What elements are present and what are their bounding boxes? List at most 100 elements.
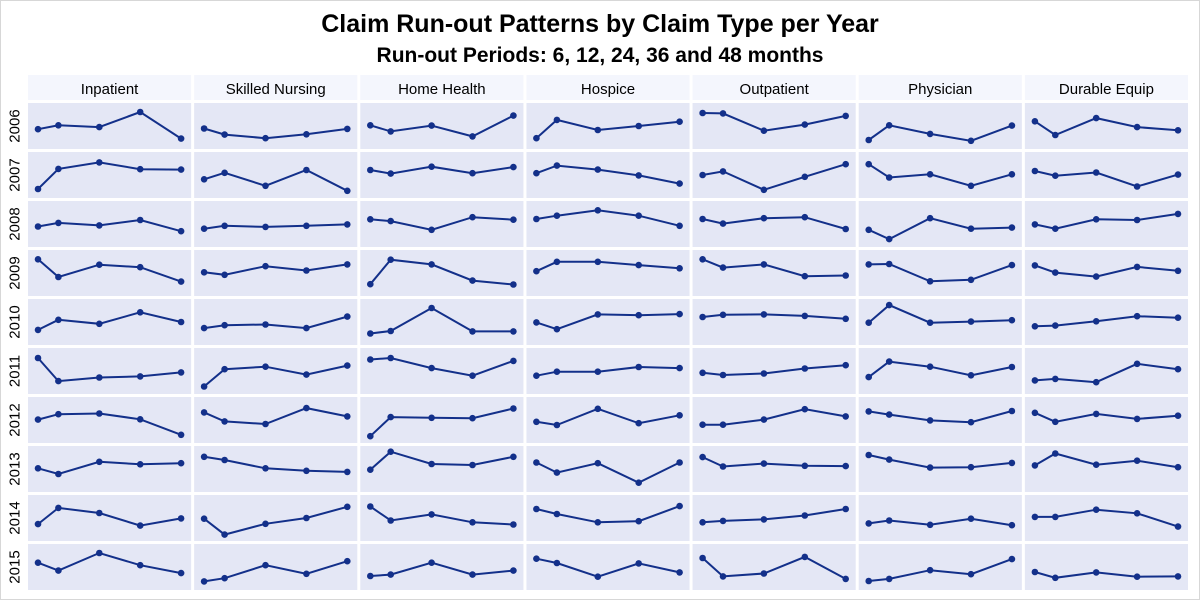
data-point — [428, 414, 435, 422]
data-point — [699, 554, 706, 562]
data-point — [719, 517, 727, 525]
data-point — [699, 255, 706, 263]
data-point — [344, 413, 351, 420]
data-point — [221, 271, 228, 279]
panel-background — [692, 299, 856, 345]
data-point — [699, 313, 706, 321]
data-point — [367, 466, 374, 474]
data-point — [34, 416, 42, 423]
data-point — [387, 354, 395, 362]
data-point — [177, 166, 185, 173]
data-point — [967, 463, 975, 471]
data-point — [801, 272, 809, 280]
data-point — [344, 557, 351, 565]
data-point — [1133, 216, 1141, 224]
data-point — [1133, 415, 1141, 423]
data-point — [635, 172, 642, 179]
data-point — [553, 325, 561, 333]
data-point — [533, 319, 540, 326]
data-point — [801, 173, 809, 181]
data-point — [262, 223, 269, 231]
data-point — [676, 364, 683, 372]
panel-background — [692, 250, 856, 296]
data-point — [221, 531, 228, 538]
data-point — [967, 225, 975, 232]
row-label-2010: 2010 — [7, 305, 24, 338]
data-point — [865, 520, 872, 527]
data-point — [262, 465, 269, 472]
data-point — [801, 213, 809, 221]
data-point — [719, 421, 727, 429]
panel-background — [360, 495, 524, 541]
data-point — [221, 321, 228, 329]
data-point — [1008, 363, 1016, 371]
data-point — [200, 515, 208, 522]
data-point — [926, 417, 934, 424]
data-point — [676, 265, 683, 272]
data-point — [1092, 318, 1100, 325]
data-point — [533, 555, 540, 562]
data-point — [865, 160, 872, 168]
data-point — [428, 559, 435, 566]
panel-background — [858, 495, 1022, 541]
data-point — [510, 453, 517, 461]
panel-background — [692, 103, 856, 149]
panel-background — [1024, 446, 1188, 492]
data-point — [594, 459, 602, 467]
data-point — [469, 328, 476, 335]
panel-background — [526, 397, 690, 443]
data-point — [1133, 263, 1141, 271]
row-label-2008: 2008 — [7, 207, 24, 240]
data-point — [303, 514, 310, 522]
data-point — [967, 570, 975, 578]
data-point — [96, 509, 103, 517]
data-point — [635, 363, 642, 371]
data-point — [34, 125, 42, 133]
data-point — [55, 122, 62, 129]
data-point — [842, 160, 849, 168]
data-point — [553, 258, 561, 266]
data-point — [34, 326, 42, 334]
data-point — [428, 226, 435, 234]
data-point — [367, 330, 374, 337]
panel-background — [858, 544, 1022, 590]
data-point — [635, 261, 642, 269]
data-point — [801, 121, 809, 128]
data-point — [262, 363, 269, 371]
data-point — [136, 416, 144, 423]
data-point — [760, 214, 768, 222]
data-point — [1052, 172, 1059, 179]
data-point — [760, 516, 768, 523]
data-point — [926, 464, 934, 471]
data-point — [533, 459, 540, 466]
panel-background — [28, 446, 192, 492]
data-point — [200, 324, 208, 332]
data-point — [1052, 269, 1059, 276]
data-point — [262, 262, 269, 270]
data-point — [885, 260, 893, 268]
chart-subtitle: Run-out Periods: 6, 12, 24, 36 and 48 mo… — [376, 44, 824, 67]
panel-background — [194, 103, 358, 149]
data-point — [303, 371, 310, 378]
data-point — [885, 575, 893, 583]
row-label-2009: 2009 — [7, 256, 24, 289]
data-point — [842, 112, 849, 120]
data-point — [221, 456, 228, 464]
data-point — [533, 505, 540, 513]
data-point — [177, 431, 185, 439]
data-point — [865, 408, 872, 415]
data-point — [221, 222, 228, 230]
data-point — [136, 108, 144, 116]
data-point — [699, 369, 706, 377]
panel-background — [692, 348, 856, 394]
data-point — [676, 222, 683, 230]
data-point — [1092, 273, 1100, 280]
data-point — [428, 364, 435, 372]
panel-background — [858, 348, 1022, 394]
data-point — [1031, 167, 1039, 175]
panel-background — [28, 348, 192, 394]
data-point — [842, 315, 849, 323]
data-point — [719, 168, 727, 175]
data-point — [428, 163, 435, 170]
